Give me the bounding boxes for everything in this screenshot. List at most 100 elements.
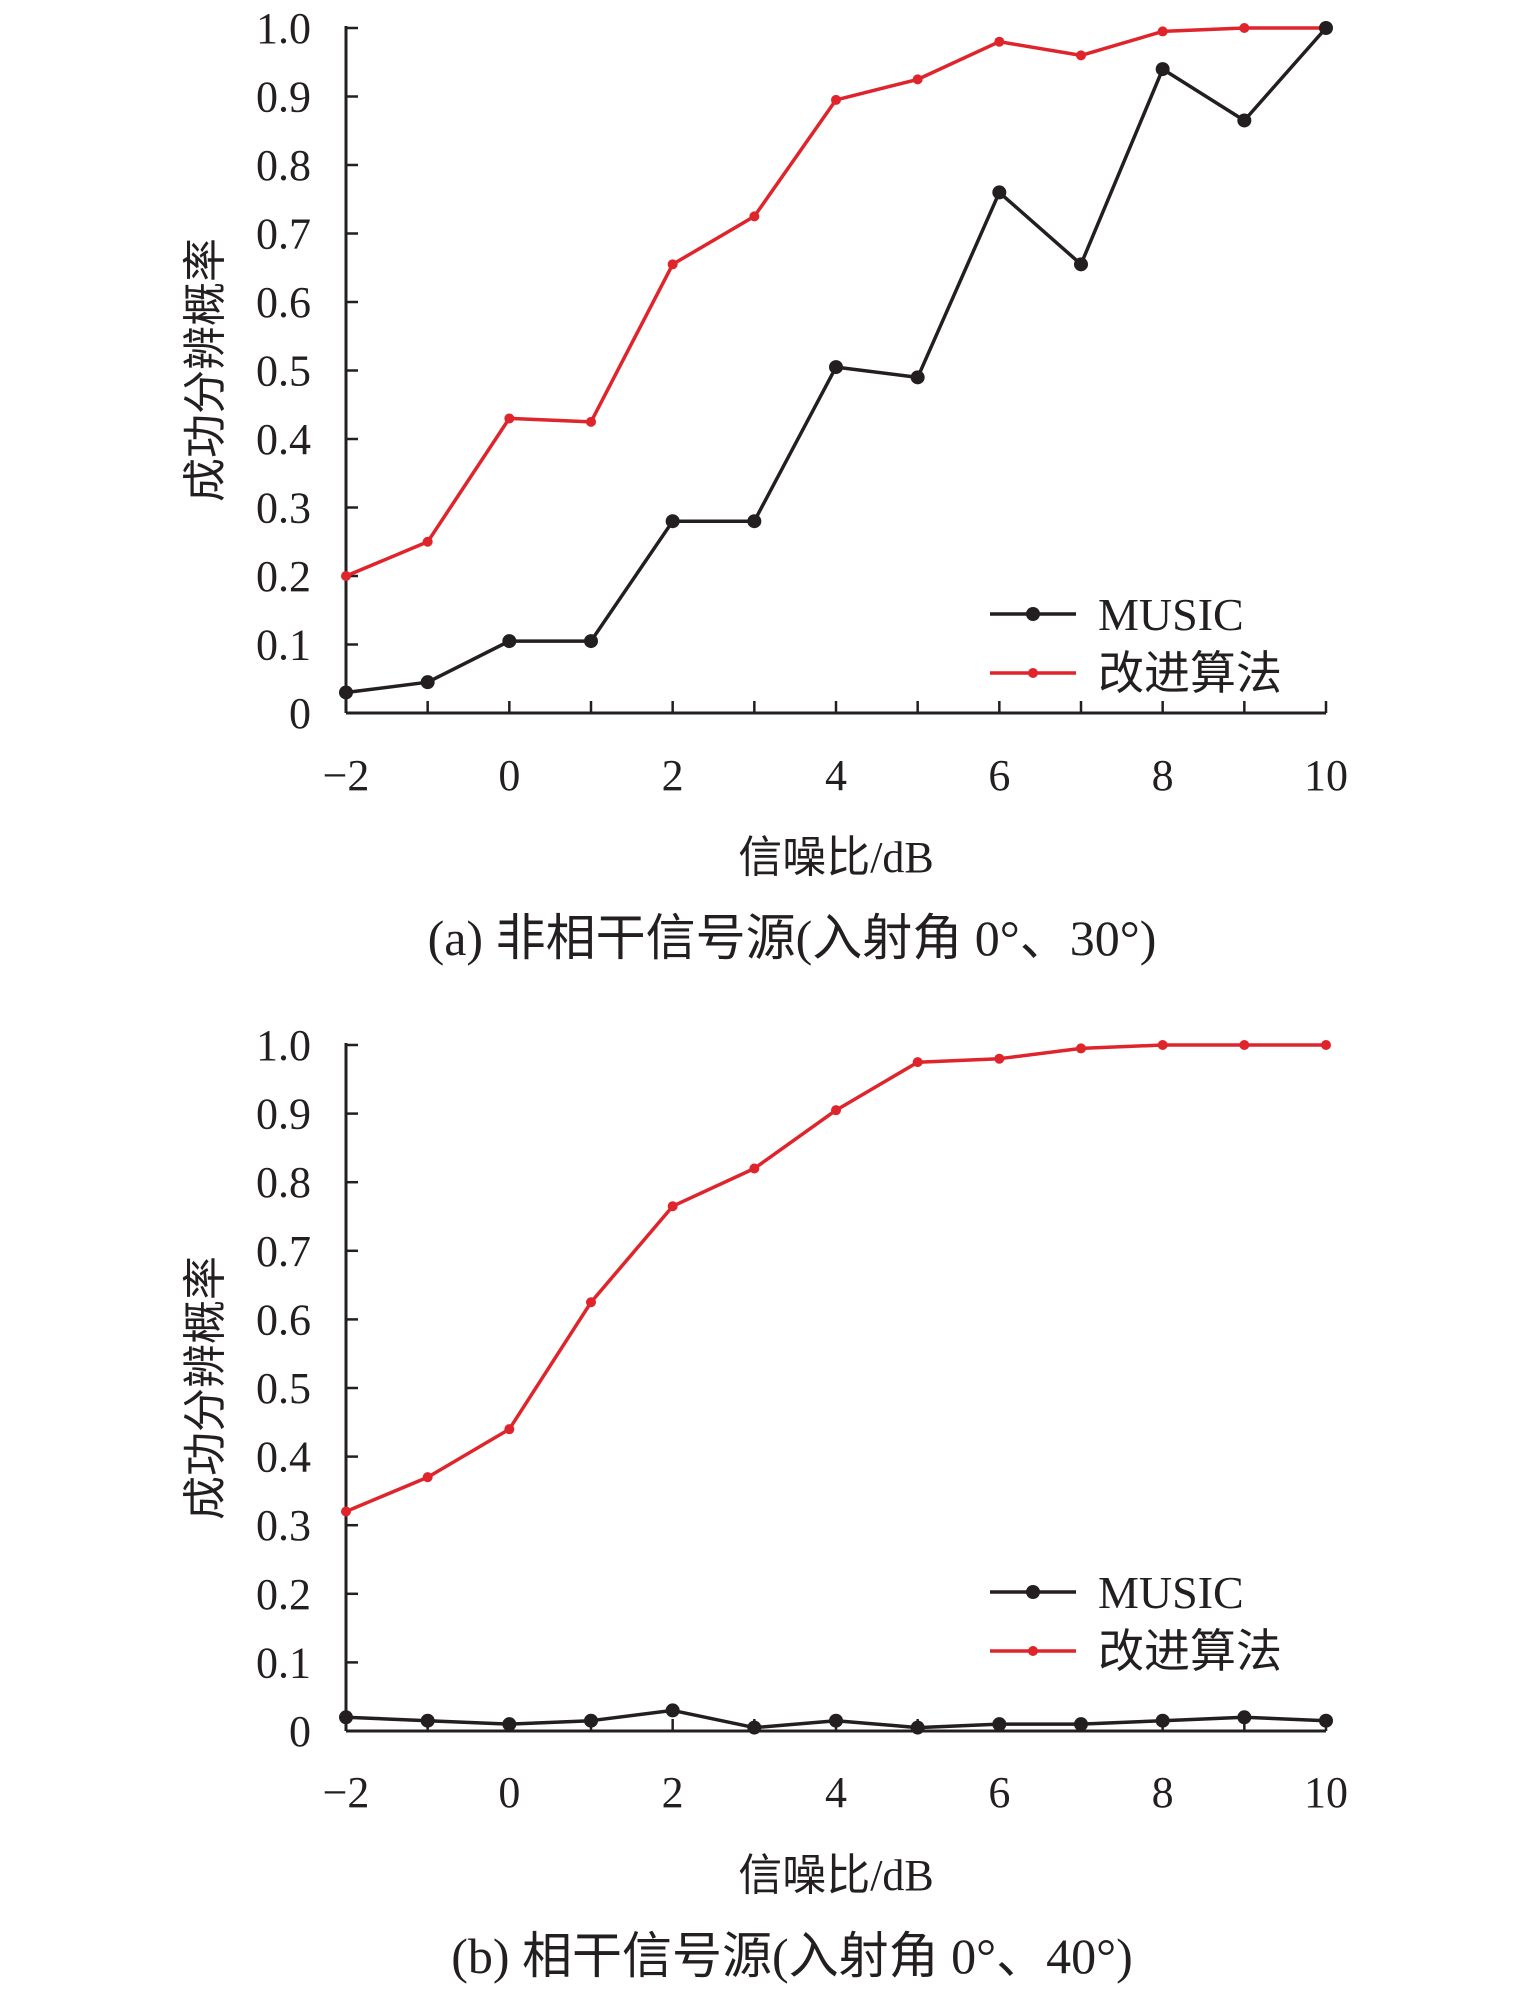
data-point-music bbox=[1155, 62, 1170, 77]
data-point-music bbox=[1155, 1713, 1170, 1728]
x-tick-label: 8 bbox=[1152, 751, 1174, 800]
data-point-improved bbox=[422, 536, 433, 547]
legend-marker bbox=[1026, 607, 1040, 621]
data-point-improved bbox=[1157, 1040, 1168, 1050]
y-tick-label: 0.2 bbox=[256, 1570, 311, 1619]
data-point-music bbox=[829, 1713, 843, 1728]
x-tick-label: 10 bbox=[1304, 1768, 1348, 1817]
data-point-music bbox=[1319, 1713, 1333, 1728]
data-point-music bbox=[584, 1713, 598, 1728]
x-tick-label: 2 bbox=[662, 751, 684, 800]
x-tick-label: 0 bbox=[498, 751, 520, 800]
data-point-music bbox=[339, 1710, 353, 1725]
data-point-improved bbox=[341, 571, 351, 581]
chart-0: 00.10.20.30.40.50.60.70.80.91.0−2 0 2 4 6 8 10… bbox=[181, 4, 1348, 966]
data-point-improved bbox=[1321, 1040, 1331, 1050]
chart-caption: (b) 相干信号源(入射角 0°、40°) bbox=[451, 1928, 1133, 1984]
data-point-improved bbox=[667, 259, 678, 270]
y-tick-label: 0.8 bbox=[256, 1158, 311, 1207]
legend-marker bbox=[1028, 1646, 1038, 1656]
data-point-improved bbox=[504, 1424, 515, 1435]
x-tick-label: 8 bbox=[1152, 1768, 1174, 1817]
data-point-music bbox=[1074, 1717, 1088, 1732]
data-point-improved bbox=[912, 1057, 923, 1068]
x-tick-label: 2 bbox=[662, 1768, 684, 1817]
data-point-improved bbox=[1076, 50, 1086, 61]
y-tick-label: 1.0 bbox=[256, 1021, 311, 1070]
data-point-music bbox=[339, 685, 353, 700]
y-tick-label: 0.3 bbox=[256, 484, 311, 533]
x-axis-title: 信噪比/dB bbox=[738, 833, 934, 882]
data-point-improved bbox=[422, 1472, 433, 1483]
legend-label: MUSIC bbox=[1098, 589, 1244, 640]
data-point-music bbox=[1237, 113, 1252, 128]
data-point-music bbox=[910, 1720, 925, 1735]
data-point-music bbox=[502, 1717, 517, 1732]
data-point-improved bbox=[749, 1163, 760, 1174]
data-point-improved bbox=[667, 1201, 678, 1212]
y-tick-label: 0.9 bbox=[256, 73, 311, 122]
y-tick-label: 0.6 bbox=[256, 278, 311, 327]
legend-label: 改进算法 bbox=[1098, 648, 1282, 699]
x-axis-title: 信噪比/dB bbox=[738, 1851, 934, 1900]
data-point-music bbox=[1237, 1710, 1252, 1725]
y-tick-label: 0.5 bbox=[256, 1364, 311, 1413]
series-line-improved bbox=[345, 26, 1326, 578]
data-point-music bbox=[665, 1703, 680, 1718]
y-tick-label: 0.7 bbox=[256, 210, 311, 259]
y-tick-label: 0.9 bbox=[256, 1090, 311, 1139]
data-point-improved bbox=[994, 1053, 1005, 1064]
y-tick-label: 0.1 bbox=[256, 1638, 311, 1687]
data-point-music bbox=[747, 514, 762, 529]
y-tick-label: 0.6 bbox=[256, 1295, 311, 1344]
x-tick-label: 0 bbox=[498, 1768, 520, 1817]
data-point-improved bbox=[1076, 1043, 1086, 1054]
x-tick-label: −2 bbox=[323, 1768, 370, 1817]
data-point-music bbox=[1074, 257, 1088, 272]
data-point-music bbox=[584, 634, 598, 649]
x-tick-label: 6 bbox=[988, 751, 1010, 800]
data-point-music bbox=[829, 360, 843, 375]
x-tick-label: 10 bbox=[1304, 751, 1348, 800]
legend: MUSIC 改进算法 bbox=[990, 1567, 1282, 1677]
data-point-music bbox=[665, 514, 680, 529]
x-tick-label: 4 bbox=[825, 1768, 847, 1817]
data-point-improved bbox=[1157, 26, 1168, 37]
y-tick-label: 0.8 bbox=[256, 141, 311, 190]
data-point-music bbox=[992, 185, 1007, 200]
y-tick-label: 0.7 bbox=[256, 1227, 311, 1276]
data-point-improved bbox=[994, 36, 1005, 47]
y-axis-title: 成功分辨概率 bbox=[181, 1256, 230, 1520]
y-tick-label: 0.4 bbox=[256, 415, 311, 464]
legend-label: MUSIC bbox=[1098, 1567, 1244, 1618]
data-point-improved bbox=[586, 416, 596, 427]
data-point-music bbox=[420, 675, 435, 690]
legend: MUSIC 改进算法 bbox=[990, 589, 1282, 699]
data-point-improved bbox=[831, 1105, 841, 1116]
data-point-improved bbox=[749, 211, 760, 222]
y-axis-title: 成功分辨概率 bbox=[181, 238, 230, 502]
chart-caption: (a) 非相干信号源(入射角 0°、30°) bbox=[428, 910, 1157, 966]
data-point-music bbox=[747, 1720, 762, 1735]
y-tick-label: 0 bbox=[289, 689, 311, 738]
y-tick-label: 0.3 bbox=[256, 1501, 311, 1550]
y-tick-label: 0.2 bbox=[256, 552, 311, 601]
legend-marker bbox=[1028, 668, 1038, 678]
x-tick-label: 4 bbox=[825, 751, 847, 800]
data-point-improved bbox=[504, 413, 515, 424]
y-tick-label: 0 bbox=[289, 1707, 311, 1756]
legend-label: 改进算法 bbox=[1098, 1626, 1282, 1677]
legend-marker bbox=[1026, 1585, 1040, 1599]
data-point-improved bbox=[912, 74, 923, 85]
data-point-music bbox=[1319, 21, 1333, 35]
y-tick-label: 1.0 bbox=[256, 4, 311, 53]
data-point-music bbox=[910, 370, 925, 385]
y-tick-label: 0.1 bbox=[256, 621, 311, 670]
y-tick-label: 0.4 bbox=[256, 1433, 311, 1482]
data-point-improved bbox=[831, 94, 841, 105]
data-point-improved bbox=[1239, 23, 1250, 33]
data-point-music bbox=[992, 1717, 1007, 1732]
x-tick-label: 6 bbox=[988, 1768, 1010, 1817]
y-tick-label: 0.5 bbox=[256, 347, 311, 396]
